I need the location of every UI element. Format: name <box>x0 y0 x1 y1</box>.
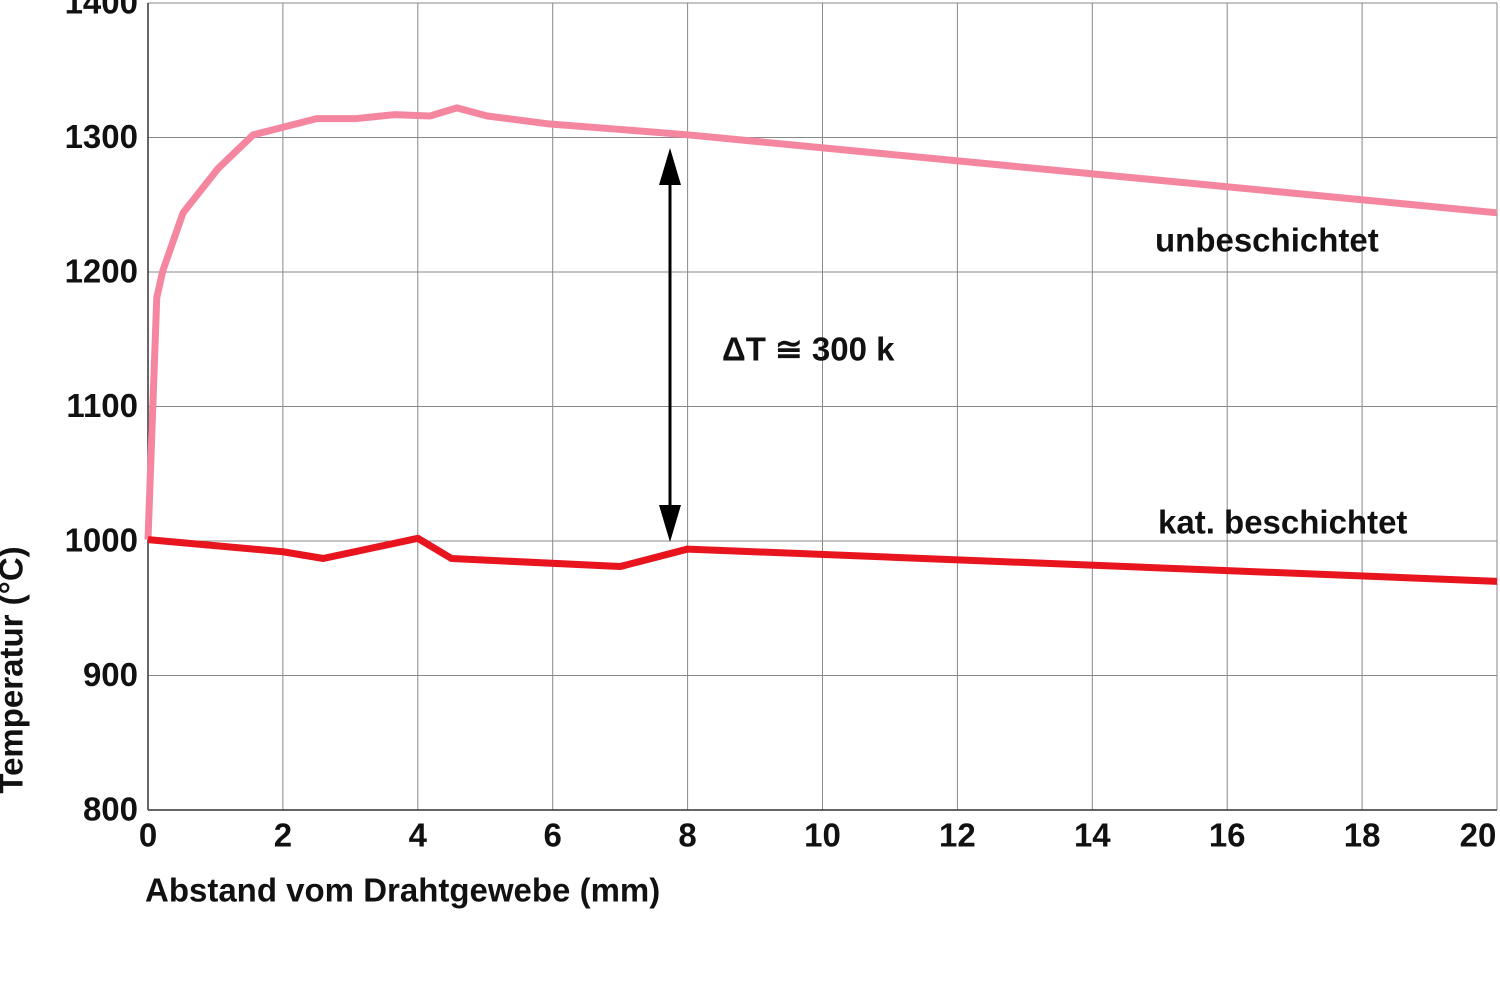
x-tick-label: 20 <box>1460 817 1497 854</box>
y-tick-label: 1000 <box>65 522 138 559</box>
y-tick-label: 900 <box>83 656 138 693</box>
annotation: ΔT ≅ 300 k <box>722 331 895 368</box>
y-tick-label: 1200 <box>65 253 138 290</box>
grid <box>147 2 1498 811</box>
y-tick-label: 1400 <box>65 0 138 21</box>
line <box>147 534 1498 585</box>
x-tick-label: 0 <box>139 817 157 854</box>
series-label: unbeschichtet <box>1155 222 1379 259</box>
series-label: kat. beschichtet <box>1158 504 1407 541</box>
y-axis-label: Temperatur (°C) <box>0 546 30 793</box>
x-tick-label: 12 <box>939 817 976 854</box>
x-tick-label: 4 <box>409 817 428 854</box>
y-tick-label: 800 <box>83 791 138 828</box>
x-axis-label: Abstand vom Drahtgewebe (mm) <box>145 872 660 909</box>
delta-arrow <box>659 148 681 542</box>
x-tick-label: 10 <box>804 817 841 854</box>
y-tick-label: 1100 <box>66 387 138 424</box>
x-tick-label: 8 <box>678 817 696 854</box>
y-tick-label: 1300 <box>65 118 138 155</box>
x-tick-label: 14 <box>1074 817 1111 854</box>
line <box>144 104 1498 540</box>
x-tick-label: 18 <box>1344 817 1381 854</box>
x-tick-label: 2 <box>274 817 292 854</box>
x-tick-label: 16 <box>1209 817 1246 854</box>
x-tick-label: 6 <box>544 817 562 854</box>
